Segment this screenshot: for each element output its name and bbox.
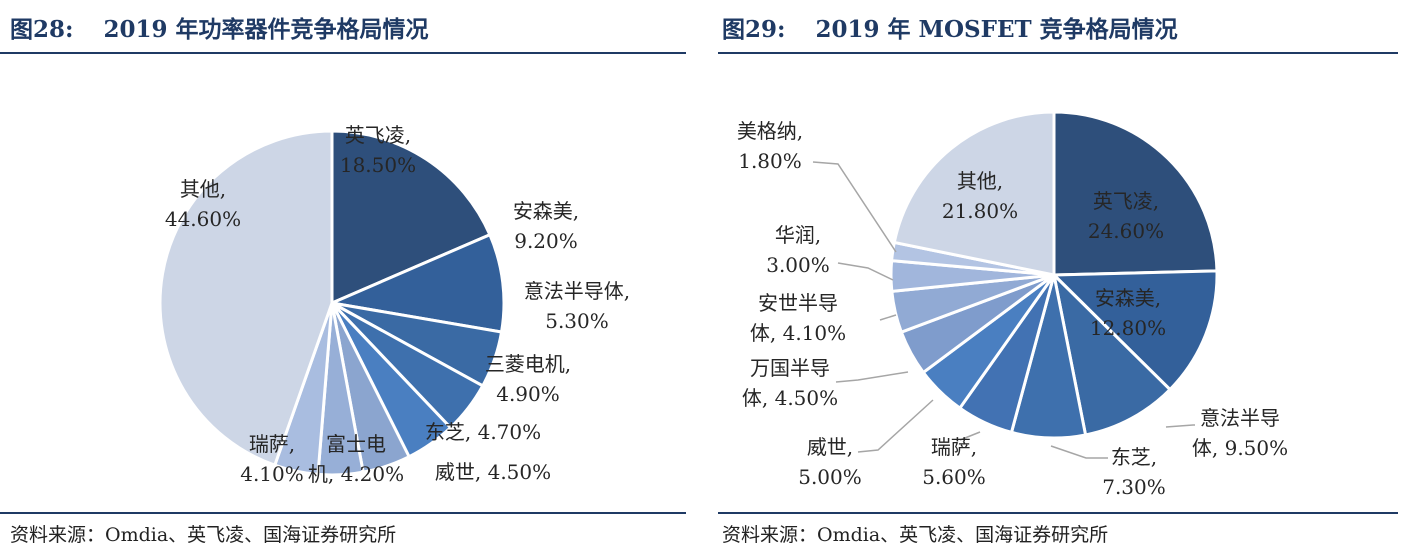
data-label: 东芝, 4.70% xyxy=(425,420,541,444)
pie-slice xyxy=(1050,269,1219,392)
data-label: 意法半导体, 9.50% xyxy=(1192,406,1288,460)
source-rule xyxy=(0,512,686,514)
data-label: 英飞凌, 18.50% xyxy=(340,123,416,177)
data-label: 华润, 3.00% xyxy=(766,223,830,277)
leader-line xyxy=(837,262,894,281)
leader-line xyxy=(812,161,897,253)
pie-slice xyxy=(158,129,334,468)
pie-slice xyxy=(326,232,506,334)
data-label: 其他, 21.80% xyxy=(942,169,1018,223)
leader-line xyxy=(879,314,897,321)
data-label: 富士电机, 4.20% xyxy=(308,432,404,486)
data-label: 瑞萨, 5.60% xyxy=(922,435,986,489)
data-label: 威世, 5.00% xyxy=(798,435,862,489)
source-note: 资料来源：Omdia、英飞凌、国海证券研究所 xyxy=(10,524,397,546)
data-label: 万国半导体, 4.50% xyxy=(742,356,838,410)
pie-slice xyxy=(892,110,1056,277)
title-rule xyxy=(718,52,1398,54)
pie-chart: 英飞凌, 24.60% 安森美, 12.80% 意法半导体, 9.50% 东芝, 7.30%… xyxy=(737,110,1288,499)
data-label: 其他, 44.60% xyxy=(165,177,241,231)
chart-title: 2019 年 MOSFET 竞争格局情况 xyxy=(815,16,1178,43)
leader-line xyxy=(959,431,981,441)
data-label: 安世半导体, 4.10% xyxy=(750,291,846,345)
data-label: 美格纳, 1.80% xyxy=(737,119,803,173)
data-label: 安森美, 12.80% xyxy=(1090,286,1166,340)
figure-title: 图29: 2019 年 MOSFET 竞争格局情况 xyxy=(722,8,1178,52)
pie-chart: 英飞凌, 18.50% 安森美, 9.20% 意法半导体, 5.30% 三菱电机, 4.90%… xyxy=(158,123,630,486)
pie-slice xyxy=(1051,270,1173,437)
data-label: 瑞萨, 4.10% xyxy=(240,432,304,486)
figure-title: 图28: 2019 年功率器件竞争格局情况 xyxy=(10,8,429,52)
leader-line xyxy=(1165,424,1195,428)
pie-slice xyxy=(1052,110,1219,277)
chart-title: 2019 年功率器件竞争格局情况 xyxy=(103,16,429,43)
data-label: 威世, 4.50% xyxy=(435,460,551,484)
leader-line xyxy=(857,399,934,453)
data-label: 东芝, 7.30% xyxy=(1102,445,1166,499)
figure-number: 图28: xyxy=(10,16,74,43)
source-note: 资料来源：Omdia、英飞凌、国海证券研究所 xyxy=(722,524,1109,546)
figure-number: 图29: xyxy=(722,16,786,43)
leader-line xyxy=(1050,445,1108,459)
pie-slice xyxy=(330,129,492,306)
title-rule xyxy=(0,52,686,54)
source-rule xyxy=(718,512,1398,514)
data-label: 意法半导体, 5.30% xyxy=(524,279,630,333)
leader-line xyxy=(835,371,909,383)
data-label: 三菱电机, 4.90% xyxy=(485,352,571,406)
data-label: 英飞凌, 24.60% xyxy=(1088,189,1164,243)
data-label: 安森美, 9.20% xyxy=(513,199,579,253)
